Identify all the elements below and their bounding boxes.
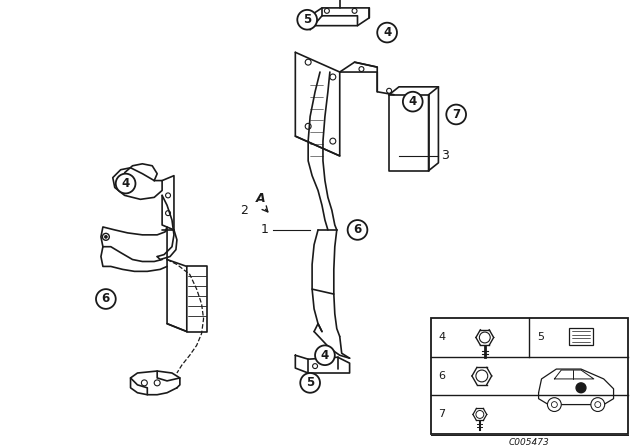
- Circle shape: [547, 398, 561, 412]
- Text: C005473: C005473: [509, 438, 550, 447]
- Text: 3: 3: [442, 150, 449, 163]
- Circle shape: [104, 235, 108, 238]
- Circle shape: [446, 104, 466, 125]
- Text: 5: 5: [303, 13, 311, 26]
- Text: 7: 7: [438, 409, 445, 419]
- Text: 5: 5: [537, 332, 544, 342]
- Circle shape: [116, 174, 136, 194]
- Text: 6: 6: [102, 293, 110, 306]
- Text: 4: 4: [438, 332, 445, 342]
- Circle shape: [377, 23, 397, 43]
- Text: 1: 1: [261, 224, 269, 237]
- Circle shape: [348, 220, 367, 240]
- Text: 2: 2: [240, 204, 248, 217]
- Circle shape: [591, 398, 605, 412]
- Circle shape: [300, 373, 320, 393]
- Circle shape: [576, 383, 586, 393]
- Text: 4: 4: [383, 26, 391, 39]
- Text: 6: 6: [353, 224, 362, 237]
- Text: A: A: [256, 192, 266, 205]
- Text: 7: 7: [452, 108, 460, 121]
- Text: 4: 4: [408, 95, 417, 108]
- Circle shape: [403, 92, 422, 112]
- Bar: [431, 318, 628, 434]
- Circle shape: [298, 10, 317, 30]
- Circle shape: [96, 289, 116, 309]
- Text: 4: 4: [321, 349, 329, 362]
- Text: 5: 5: [306, 376, 314, 389]
- Text: 6: 6: [438, 371, 445, 381]
- Text: 4: 4: [122, 177, 130, 190]
- Circle shape: [315, 345, 335, 365]
